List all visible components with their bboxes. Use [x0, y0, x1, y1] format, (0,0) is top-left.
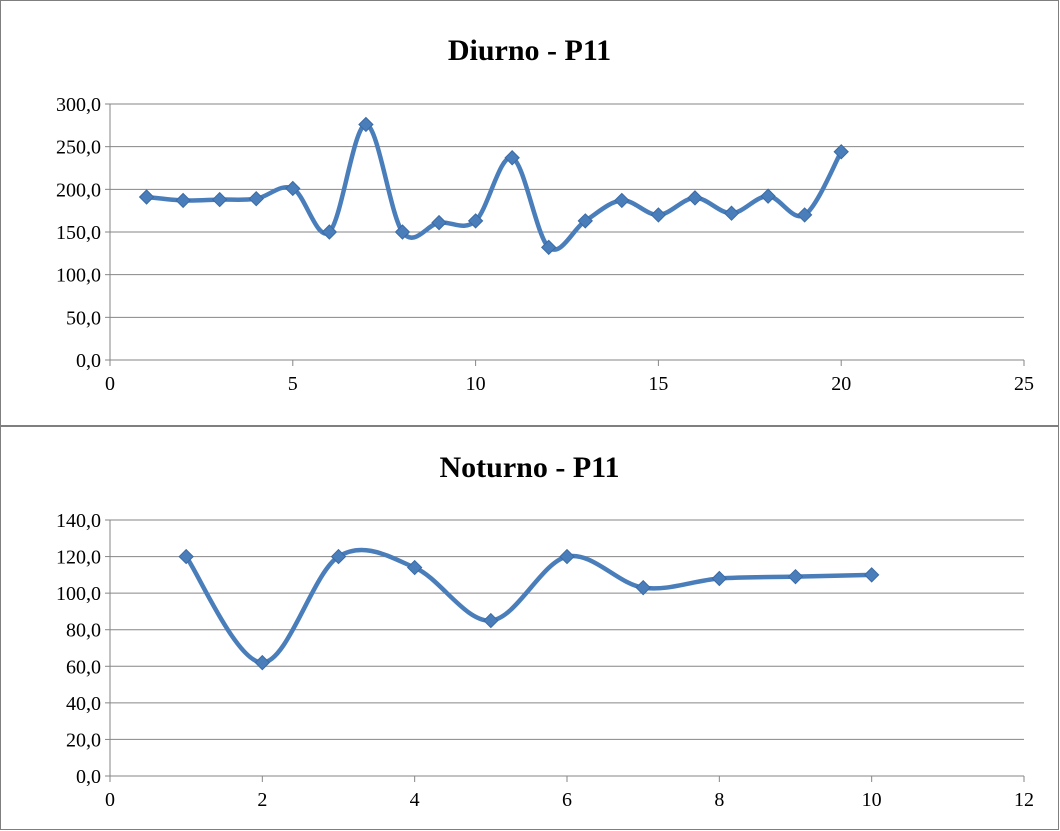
x-tick-label: 2 [257, 789, 267, 811]
x-tick-label: 6 [562, 789, 572, 811]
y-tick-label: 60,0 [66, 656, 101, 678]
y-tick-label: 200,0 [56, 179, 101, 201]
x-tick-label: 8 [714, 789, 724, 811]
data-point-marker [248, 191, 264, 207]
data-point-marker [541, 239, 557, 256]
data-point-marker [358, 116, 374, 133]
data-point-marker [787, 568, 804, 585]
y-tick-label: 120,0 [56, 547, 101, 569]
data-point-marker [431, 214, 447, 231]
data-point-marker [723, 205, 740, 221]
y-tick-label: 80,0 [66, 620, 101, 642]
chart-title: Noturno - P11 [439, 451, 620, 484]
data-point-marker [796, 207, 813, 223]
data-point-marker [254, 654, 271, 671]
data-point-marker [138, 189, 155, 205]
data-point-marker [687, 190, 703, 206]
x-tick-label: 12 [1014, 789, 1034, 811]
data-point-marker [467, 213, 484, 229]
data-point-marker [711, 570, 728, 587]
chart-noturno: Noturno - P11 0,0 20,0 40,0 60,0 80,0 100,0 12… [0, 426, 1059, 830]
data-point-marker [760, 188, 776, 204]
y-tick-label: 0,0 [76, 350, 101, 372]
x-tick-label: 20 [831, 373, 851, 395]
plot-area-noturno: 0,0 20,0 40,0 60,0 80,0 100,0 120,0 140,0 0 2 4 6 8 1… [56, 510, 1034, 811]
chart-title: Diurno - P11 [447, 34, 612, 67]
y-tick-label: 100,0 [56, 265, 101, 287]
data-point-marker [321, 224, 338, 240]
data-point-marker [394, 224, 411, 240]
data-point-marker [650, 207, 667, 223]
x-tick-label: 4 [410, 789, 420, 811]
data-point-marker [833, 144, 849, 160]
data-point-marker [483, 612, 499, 629]
y-tick-label: 40,0 [66, 693, 101, 715]
data-point-marker [175, 192, 191, 209]
series-line [183, 547, 874, 665]
y-tick-label: 300,0 [56, 94, 101, 116]
data-point-marker [863, 567, 880, 583]
plot-area-diurno: 0,0 50,0 100,0 150,0 200,0 250,0 300,0 0 5 10 15 20… [56, 94, 1034, 395]
y-tick-label: 140,0 [56, 510, 101, 532]
data-point-marker [211, 191, 228, 208]
x-tick-label: 5 [288, 373, 298, 395]
series-line [144, 122, 844, 252]
x-tick-label: 10 [466, 373, 486, 395]
data-point-marker [577, 213, 593, 229]
data-point-marker [504, 150, 520, 166]
x-tick-label: 15 [648, 373, 668, 395]
y-tick-label: 0,0 [76, 766, 101, 788]
chart-diurno: Diurno - P11 0,0 50,0 100,0 150,0 200,0 250,0… [0, 0, 1059, 426]
x-tick-label: 10 [862, 789, 882, 811]
data-point-marker [559, 548, 575, 565]
y-tick-label: 250,0 [56, 137, 101, 159]
data-point-marker [330, 548, 347, 565]
y-tick-label: 150,0 [56, 222, 101, 244]
y-tick-label: 100,0 [56, 583, 101, 605]
y-tick-label: 20,0 [66, 729, 101, 751]
data-point-marker [614, 192, 630, 209]
data-point-marker [178, 548, 194, 565]
x-tick-label: 0 [105, 789, 115, 811]
data-point-marker [406, 559, 423, 576]
x-tick-label: 25 [1014, 373, 1034, 395]
y-tick-label: 50,0 [66, 307, 101, 329]
data-point-marker [285, 180, 301, 197]
data-point-marker [635, 579, 651, 596]
x-tick-label: 0 [105, 373, 115, 395]
